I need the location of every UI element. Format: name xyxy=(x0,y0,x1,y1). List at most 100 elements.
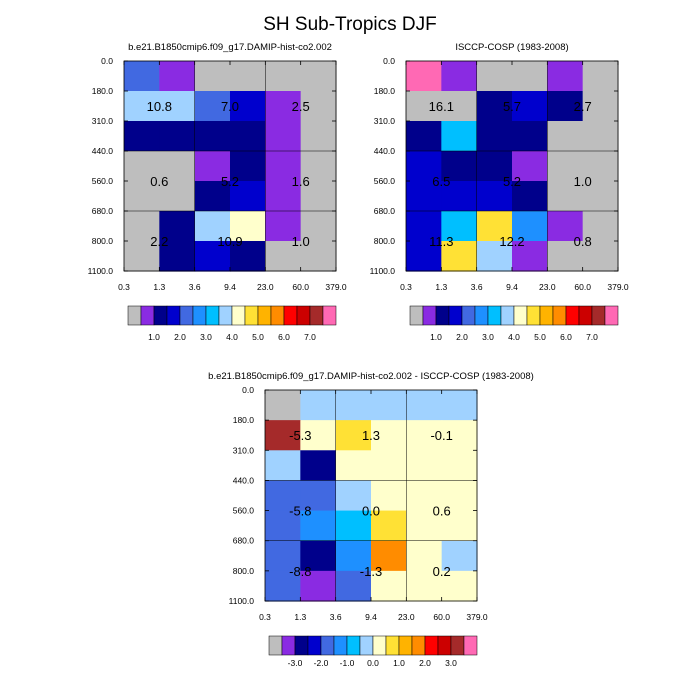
heatmap-cell xyxy=(159,241,196,272)
heatmap-cell xyxy=(406,121,442,152)
panel-title: ISCCP-COSP (1983-2008) xyxy=(455,42,568,53)
heatmap-cell xyxy=(265,540,301,572)
heatmap-cell xyxy=(476,91,513,122)
x-tick-label: 60.0 xyxy=(292,282,309,292)
colorbar-swatch xyxy=(422,305,437,326)
data-label: 6.5 xyxy=(432,174,450,189)
data-label: -8.8 xyxy=(289,564,311,579)
heatmap-cell xyxy=(124,91,160,122)
colorbar-swatch xyxy=(296,305,311,326)
y-tick-label: 180.0 xyxy=(233,415,255,425)
x-tick-label: 23.0 xyxy=(539,282,556,292)
colorbar-label: 7.0 xyxy=(304,332,316,342)
heatmap-cell xyxy=(476,151,513,182)
heatmap-cell xyxy=(441,450,478,482)
x-tick-label: 1.3 xyxy=(435,282,447,292)
colorbar-label: 6.0 xyxy=(278,332,290,342)
colorbar-label: 5.0 xyxy=(252,332,264,342)
heatmap-cell xyxy=(159,181,196,212)
x-tick-label: 0.3 xyxy=(400,282,412,292)
colorbar-swatch xyxy=(281,635,296,656)
heatmap-cell xyxy=(476,241,513,272)
data-label: 5.2 xyxy=(221,174,239,189)
colorbar-swatch xyxy=(526,305,541,326)
heatmap-cell xyxy=(300,480,337,512)
colorbar-label: 1.0 xyxy=(393,658,405,668)
data-label: 12.2 xyxy=(499,234,524,249)
heatmap-cell xyxy=(441,420,478,451)
colorbar-label: 5.0 xyxy=(534,332,546,342)
data-label: 10.9 xyxy=(217,234,242,249)
heatmap-cell xyxy=(230,181,266,212)
heatmap-cell xyxy=(406,151,442,182)
colorbar-label: 2.0 xyxy=(419,658,431,668)
colorbar-label: 3.0 xyxy=(445,658,457,668)
colorbar-swatch xyxy=(244,305,259,326)
heatmap-cell xyxy=(441,61,478,92)
heatmap-cell xyxy=(300,450,337,482)
colorbar-swatch xyxy=(333,635,348,656)
heatmap-cell xyxy=(335,540,372,572)
heatmap-cell xyxy=(159,121,196,152)
heatmap-cell xyxy=(476,121,513,152)
heatmap-cell xyxy=(265,241,302,272)
x-tick-label: 9.4 xyxy=(365,612,377,622)
heatmap-cell xyxy=(265,91,302,122)
colorbar-swatch xyxy=(435,305,450,326)
data-label: 5.2 xyxy=(503,174,521,189)
colorbar-label: 7.0 xyxy=(586,332,598,342)
heatmap-cell xyxy=(547,61,584,92)
heatmap-cell xyxy=(582,151,619,182)
x-tick-label: 23.0 xyxy=(398,612,415,622)
colorbar-swatch xyxy=(257,305,272,326)
colorbar-swatch xyxy=(268,635,283,656)
data-label: -5.3 xyxy=(289,428,311,443)
heatmap-cell xyxy=(512,91,548,122)
y-tick-label: 1100.0 xyxy=(370,266,396,276)
heatmap-cell xyxy=(194,91,231,122)
data-label: 1.3 xyxy=(362,428,380,443)
heatmap-cell xyxy=(335,570,372,602)
heatmap-cell xyxy=(441,181,478,212)
heatmap-cell xyxy=(265,480,301,512)
y-tick-label: 560.0 xyxy=(233,506,255,516)
colorbar-swatch xyxy=(270,305,285,326)
heatmap-cell xyxy=(159,91,196,122)
heatmap-cell xyxy=(406,420,443,451)
heatmap-cell xyxy=(582,121,619,152)
colorbar-swatch xyxy=(127,305,142,326)
heatmap-cell xyxy=(265,211,302,242)
heatmap-cell xyxy=(300,181,337,212)
heatmap-cell xyxy=(335,450,372,482)
y-tick-label: 0.0 xyxy=(383,56,395,66)
heatmap-cell xyxy=(371,420,407,451)
data-label: 16.1 xyxy=(429,99,454,114)
x-tick-label: 379.0 xyxy=(325,282,347,292)
x-tick-label: 379.0 xyxy=(607,282,629,292)
data-label: 0.2 xyxy=(433,564,451,579)
heatmap-cell xyxy=(159,211,196,242)
y-tick-label: 560.0 xyxy=(374,176,396,186)
x-tick-label: 3.6 xyxy=(330,612,342,622)
colorbar-swatch xyxy=(346,635,361,656)
colorbar-swatch xyxy=(140,305,155,326)
heatmap-cell xyxy=(582,211,619,242)
heatmap-cell xyxy=(512,151,548,182)
colorbar-label: -3.0 xyxy=(288,658,303,668)
data-label: -5.8 xyxy=(289,504,311,519)
data-label: 10.8 xyxy=(147,99,172,114)
data-label: 7.0 xyxy=(221,99,239,114)
heatmap-cell xyxy=(371,450,407,482)
heatmap-cell xyxy=(582,241,619,272)
heatmap-cell xyxy=(124,151,160,182)
heatmap-cell xyxy=(441,121,478,152)
data-label: 0.8 xyxy=(574,234,592,249)
heatmap-cell xyxy=(441,510,478,542)
heatmap-cell xyxy=(300,151,337,182)
colorbar-swatch xyxy=(166,305,181,326)
data-label: 2.5 xyxy=(292,99,310,114)
y-tick-label: 1100.0 xyxy=(229,596,255,606)
colorbar-swatch xyxy=(153,305,168,326)
heatmap-cell xyxy=(265,121,302,152)
colorbar-swatch xyxy=(179,305,194,326)
